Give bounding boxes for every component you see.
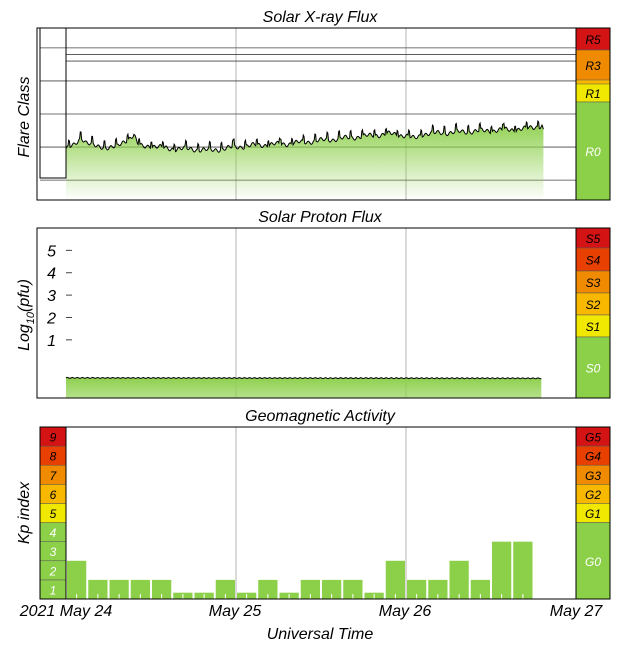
g-scale-label: G5 xyxy=(585,431,601,445)
kp-level-label: 2 xyxy=(49,564,57,578)
proton-title: Solar Proton Flux xyxy=(258,209,383,226)
s-scale-label: S4 xyxy=(586,254,601,268)
x-axis-label: Universal Time xyxy=(267,626,374,643)
grid-lines xyxy=(40,28,576,599)
x-tick-label: May 27 xyxy=(550,603,604,620)
proton-ylabel: Log10(pfu) xyxy=(16,279,37,351)
kp-level-label: 7 xyxy=(50,469,58,483)
geomag-title: Geomagnetic Activity xyxy=(245,408,396,425)
xray-plot xyxy=(65,119,544,200)
kp-bar xyxy=(492,541,512,599)
r-scale-label: R1 xyxy=(585,87,600,101)
r-scale-band xyxy=(575,101,611,201)
x-tick-label: 2021 May 24 xyxy=(19,603,113,620)
geomag-ylabel: Kp index xyxy=(16,481,33,544)
x-tick-label: May 25 xyxy=(209,603,262,620)
g-scale-label: G4 xyxy=(585,450,601,464)
g-scale-label: G2 xyxy=(585,488,601,502)
kp-bar xyxy=(152,579,172,599)
proton-ylabel-sub: 10 xyxy=(25,311,37,324)
x-tick-label: May 26 xyxy=(379,603,432,620)
panel-frame xyxy=(36,27,611,201)
scale-columns xyxy=(39,27,611,600)
kp-bar xyxy=(88,579,108,599)
kp-bar xyxy=(300,579,320,599)
proton-ylabel-main: Log xyxy=(16,324,33,351)
s-scale-band xyxy=(575,336,611,399)
kp-bar xyxy=(343,579,363,599)
kp-bar xyxy=(215,579,235,599)
kp-level-label: 1 xyxy=(50,583,57,597)
proton-plot xyxy=(65,376,542,398)
kp-bar xyxy=(470,579,490,599)
proton-ylabel-tail: (pfu) xyxy=(16,279,33,312)
xray-flux-area xyxy=(66,121,544,200)
kp-bar xyxy=(67,560,87,599)
r2-band xyxy=(576,80,610,84)
kp-bar xyxy=(428,579,448,599)
r-scale-label: R5 xyxy=(585,33,601,47)
kp-bar xyxy=(130,579,150,599)
proton-tick-label: 4 xyxy=(47,266,56,283)
s-scale-label: S5 xyxy=(586,232,601,246)
proton-tick-label: 1 xyxy=(47,333,56,350)
kp-bar xyxy=(385,560,405,599)
proton-tick-label: 3 xyxy=(47,288,56,305)
r-scale-label: R0 xyxy=(585,145,601,159)
proton-tick-label: 2 xyxy=(46,310,56,327)
panel-frame xyxy=(36,227,611,399)
axis-labels: R5 R3 R1 R0 1 2 3 4 5 S5 S4 S3 S2 S1 S0 1 2 3 4 5 6 7 8 9 G5 G4 G3… xyxy=(46,33,601,597)
panel-frame xyxy=(39,426,611,600)
s-scale-label: S0 xyxy=(586,362,601,376)
g-scale-label: G0 xyxy=(585,555,601,569)
kp-bar xyxy=(513,541,533,599)
kp-level-label: 9 xyxy=(50,431,57,445)
xray-title: Solar X-ray Flux xyxy=(263,9,379,26)
xray-ylabel: Flare Class xyxy=(16,77,33,158)
kp-bar xyxy=(258,579,278,599)
kp-level-label: 5 xyxy=(50,507,57,521)
kp-bar xyxy=(322,579,342,599)
kp-bar xyxy=(449,560,469,599)
kp-level-label: 3 xyxy=(50,545,57,559)
proton-flux-line xyxy=(65,376,542,380)
kp-level-label: 8 xyxy=(50,450,57,464)
panel-frames xyxy=(36,27,611,600)
proton-tick-label: 5 xyxy=(47,243,56,260)
s-scale-label: S1 xyxy=(586,320,601,334)
kp-plot xyxy=(67,541,533,599)
kp-bar xyxy=(407,579,427,599)
xray-flux-line xyxy=(65,119,544,153)
g-scale-label: G1 xyxy=(585,507,601,521)
s-scale-label: S2 xyxy=(586,298,601,312)
r-scale-label: R3 xyxy=(585,59,601,73)
kp-bar xyxy=(109,579,129,599)
g-scale-label: G3 xyxy=(585,469,601,483)
flare-class-box xyxy=(39,27,67,179)
s-scale-label: S3 xyxy=(586,276,601,290)
proton-flux-area xyxy=(66,377,542,398)
kp-level-label: 4 xyxy=(50,526,57,540)
kp-level-label: 6 xyxy=(50,488,57,502)
